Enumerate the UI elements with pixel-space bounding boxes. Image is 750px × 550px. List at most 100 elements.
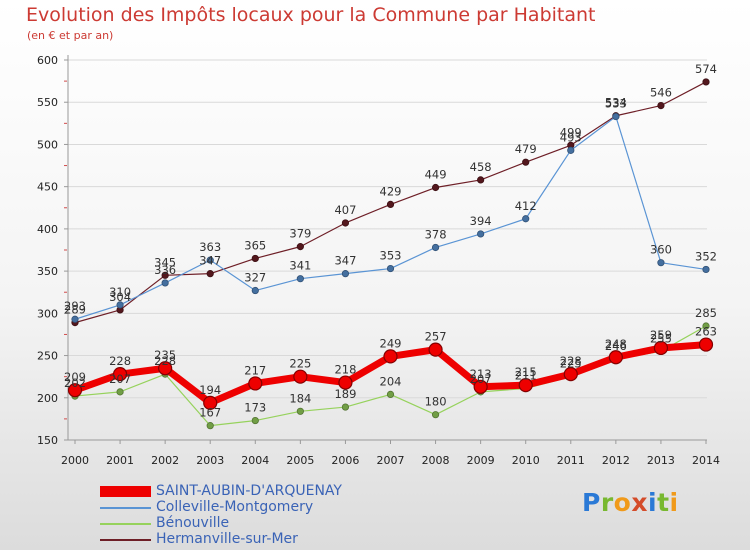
legend-swatch <box>100 486 151 497</box>
data-label-saint-aubin-d-arquenay: 235 <box>154 348 176 362</box>
axis-layer: 150 200 250 300 350 400 450 500 550 600 2000 2001 20… <box>37 54 720 467</box>
data-label-b-nouville: 180 <box>425 395 447 409</box>
point-colleville-montgomery <box>296 275 304 283</box>
point-hermanville-sur-mer <box>477 176 485 184</box>
data-label-saint-aubin-d-arquenay: 218 <box>334 363 356 377</box>
y-tick-label: 150 <box>37 434 58 447</box>
data-label-colleville-montgomery: 360 <box>650 243 672 257</box>
data-label-b-nouville: 184 <box>289 391 311 405</box>
point-colleville-montgomery <box>567 146 575 154</box>
data-label-b-nouville: 255 <box>650 331 672 345</box>
logo-letter: P <box>582 488 601 517</box>
point-hermanville-sur-mer <box>296 243 304 251</box>
point-colleville-montgomery <box>702 265 710 274</box>
point-colleville-montgomery <box>657 259 665 267</box>
data-label-colleville-montgomery: 378 <box>425 227 447 241</box>
point-saint-aubin-d-arquenay <box>158 361 173 376</box>
data-label-colleville-montgomery: 327 <box>244 271 266 285</box>
data-label-hermanville-sur-mer: 534 <box>605 96 627 110</box>
point-saint-aubin-d-arquenay <box>698 337 714 352</box>
logo-letter: t <box>657 488 670 517</box>
point-colleville-montgomery <box>477 230 485 238</box>
data-label-b-nouville: 167 <box>199 406 221 420</box>
point-b-nouville <box>431 411 440 419</box>
data-label-colleville-montgomery: 363 <box>199 240 221 254</box>
point-saint-aubin-d-arquenay <box>203 395 218 410</box>
point-saint-aubin-d-arquenay <box>653 340 669 356</box>
grid-layer <box>68 59 707 441</box>
data-label-b-nouville: 202 <box>64 376 86 390</box>
x-tick-label: 2009 <box>467 454 495 467</box>
data-label-hermanville-sur-mer: 574 <box>695 62 717 76</box>
logo-letter: i <box>648 488 658 517</box>
point-hermanville-sur-mer <box>431 183 440 192</box>
data-label-b-nouville: 225 <box>560 357 582 371</box>
data-label-saint-aubin-d-arquenay: 228 <box>109 354 131 368</box>
point-b-nouville <box>702 322 710 330</box>
point-colleville-montgomery <box>161 279 169 287</box>
point-b-nouville <box>386 390 395 398</box>
point-colleville-montgomery <box>522 215 530 223</box>
proxiti-logo: Proxiti <box>582 488 679 517</box>
data-label-hermanville-sur-mer: 347 <box>199 254 221 268</box>
y-tick-label: 350 <box>37 265 58 278</box>
chart-subtitle: (en € et par an) <box>27 29 114 42</box>
data-label-saint-aubin-d-arquenay: 257 <box>425 330 447 344</box>
data-label-colleville-montgomery: 533 <box>605 97 627 111</box>
point-saint-aubin-d-arquenay <box>248 376 263 391</box>
logo-letter: x <box>631 488 648 517</box>
data-label-hermanville-sur-mer: 458 <box>470 160 492 174</box>
point-saint-aubin-d-arquenay <box>608 350 623 365</box>
y-tick-label: 250 <box>37 350 58 363</box>
logo-letter: o <box>613 488 632 517</box>
data-label-hermanville-sur-mer: 449 <box>425 168 447 182</box>
x-tick-label: 2003 <box>196 454 224 467</box>
y-tick-label: 550 <box>37 96 58 109</box>
x-tick-label: 2000 <box>61 454 89 467</box>
x-tick-label: 2005 <box>286 454 314 467</box>
chart-title: Evolution des Impôts locaux pour la Comm… <box>26 4 596 26</box>
point-hermanville-sur-mer <box>522 158 530 166</box>
data-label-b-nouville: 228 <box>154 354 176 368</box>
data-label-saint-aubin-d-arquenay: 209 <box>64 370 86 384</box>
data-label-colleville-montgomery: 353 <box>380 249 402 263</box>
data-label-colleville-montgomery: 347 <box>334 254 356 268</box>
point-hermanville-sur-mer <box>206 270 214 278</box>
x-tick-label: 2014 <box>692 454 720 467</box>
x-tick-label: 2001 <box>106 454 134 467</box>
point-saint-aubin-d-arquenay <box>518 378 533 393</box>
data-label-hermanville-sur-mer: 546 <box>650 86 672 100</box>
point-hermanville-sur-mer <box>251 254 259 263</box>
data-label-saint-aubin-d-arquenay: 263 <box>695 325 717 339</box>
legend-swatch <box>100 539 151 541</box>
data-label-saint-aubin-d-arquenay: 217 <box>244 363 266 377</box>
y-tick-label: 400 <box>37 223 58 236</box>
data-label-colleville-montgomery: 293 <box>64 299 86 313</box>
y-tick-label: 300 <box>37 307 58 320</box>
legend-label: Hermanville-sur-Mer <box>156 531 298 547</box>
point-hermanville-sur-mer <box>657 102 665 110</box>
data-label-saint-aubin-d-arquenay: 248 <box>605 337 627 351</box>
data-label-b-nouville: 189 <box>334 387 356 401</box>
point-hermanville-sur-mer <box>161 271 169 279</box>
point-colleville-montgomery <box>431 243 440 252</box>
data-label-saint-aubin-d-arquenay: 225 <box>289 357 311 371</box>
data-label-hermanville-sur-mer: 379 <box>289 227 311 241</box>
data-label-b-nouville: 204 <box>380 374 402 388</box>
point-b-nouville <box>296 407 304 415</box>
x-tick-label: 2004 <box>241 454 269 467</box>
point-colleville-montgomery <box>341 270 350 278</box>
point-saint-aubin-d-arquenay <box>428 342 443 357</box>
point-colleville-montgomery <box>612 112 620 121</box>
x-tick-label: 2011 <box>557 454 585 467</box>
data-label-saint-aubin-d-arquenay: 215 <box>515 365 537 379</box>
data-label-saint-aubin-d-arquenay: 259 <box>650 328 672 342</box>
data-label-hermanville-sur-mer: 345 <box>154 255 176 269</box>
data-label-colleville-montgomery: 341 <box>289 259 311 273</box>
x-tick-label: 2012 <box>602 454 630 467</box>
point-colleville-montgomery <box>251 286 259 295</box>
data-label-saint-aubin-d-arquenay: 249 <box>380 336 402 350</box>
point-saint-aubin-d-arquenay <box>293 369 308 384</box>
